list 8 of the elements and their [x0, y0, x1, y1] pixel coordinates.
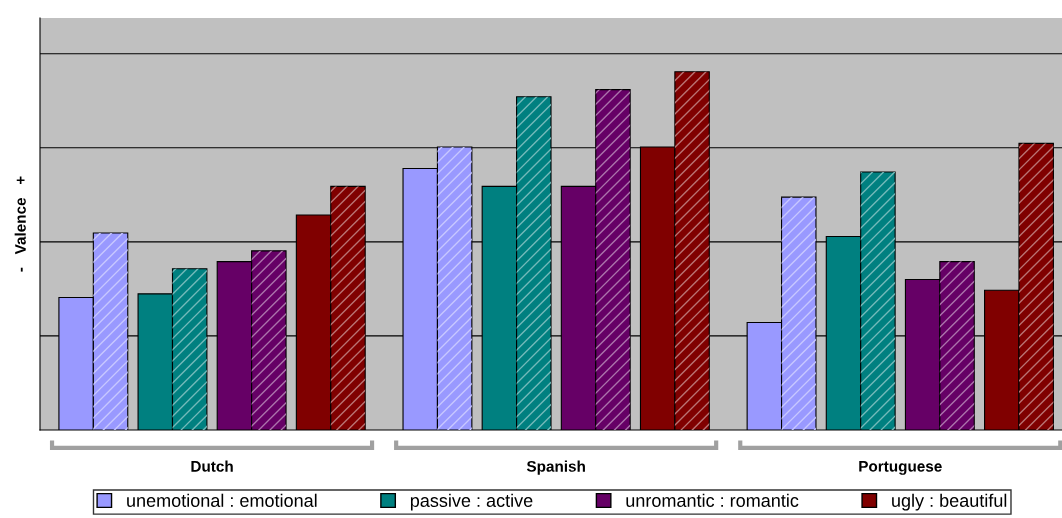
y-axis-title: - Valence +	[14, 176, 26, 272]
legend-label: ugly : beautiful	[892, 493, 1007, 511]
x-tick-label: Portuguese	[859, 461, 942, 475]
legend-label: unemotional : emotional	[127, 493, 317, 507]
legend-label: unromantic : romantic	[626, 493, 799, 507]
x-tick-label: Spanish	[526, 460, 585, 475]
x-tick-label: Dutch	[191, 460, 233, 472]
legend-label: passive : active	[410, 493, 533, 511]
